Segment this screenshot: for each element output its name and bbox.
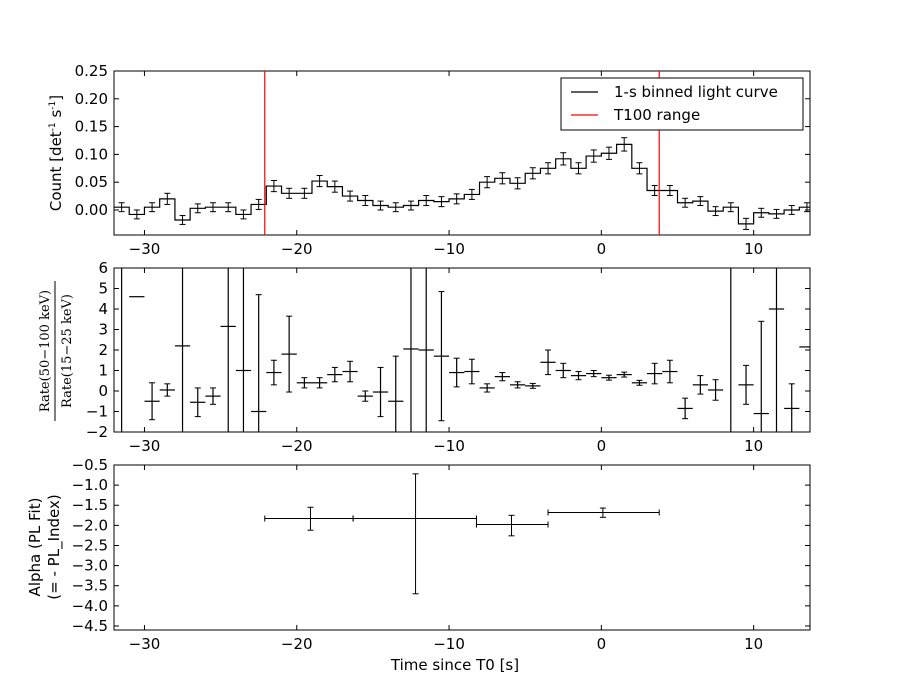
x-tick-label: −10 — [433, 437, 465, 455]
x-axis-label: Time since T0 [s] — [390, 656, 519, 674]
y-tick-label: −2.0 — [72, 516, 108, 534]
y-tick-label: −3.0 — [72, 557, 108, 575]
x-tick-label: −10 — [433, 635, 465, 653]
y-tick-label: 4 — [98, 300, 108, 318]
y-tick-label: 1 — [98, 362, 108, 380]
x-tick-label: −20 — [281, 240, 313, 258]
y-tick-label: 5 — [98, 280, 108, 298]
y-tick-label: 3 — [98, 321, 108, 339]
x-tick-label: 10 — [744, 437, 763, 455]
x-tick-label: −20 — [281, 437, 313, 455]
y-tick-label: 0.00 — [75, 201, 108, 219]
x-tick-label: 10 — [744, 240, 763, 258]
x-tick-label: −30 — [129, 635, 161, 653]
x-tick-label: 10 — [744, 635, 763, 653]
y-tick-label: −2.5 — [72, 536, 108, 554]
y-tick-label: 0 — [98, 382, 108, 400]
y-tick-label: 0.05 — [75, 173, 108, 191]
x-tick-label: 0 — [597, 437, 607, 455]
y-tick-label: 6 — [98, 259, 108, 277]
alpha-ylabel-line1: Alpha (PL Fit) — [26, 498, 44, 597]
x-tick-label: −20 — [281, 635, 313, 653]
alpha-axes — [113, 464, 811, 631]
y-tick-label: −4.5 — [72, 617, 108, 635]
y-tick-label: −1.5 — [72, 496, 108, 514]
alpha-panel: −30 −20 −10 0 10 −4.5 −4.0 −3.5 −3.0 −2.5 −2.0 −1.5… — [26, 456, 811, 674]
hardness-ratio-ylabel: Rate(50−100 keV) Rate(15−25 keV) — [38, 281, 75, 421]
x-tick-label: 0 — [597, 635, 607, 653]
y-tick-label: 0.20 — [75, 90, 108, 108]
x-tick-label: −30 — [129, 240, 161, 258]
y-tick-label: 0.10 — [75, 145, 108, 163]
y-tick-label: −0.5 — [72, 456, 108, 474]
x-tick-label: 0 — [597, 240, 607, 258]
light-curve-ylabel: Count [det-1 s-1] — [47, 95, 65, 211]
hardness-ratio-axes — [113, 267, 811, 433]
light-curve-step — [114, 143, 810, 225]
ylabel-denominator: Rate(15−25 keV) — [60, 294, 75, 408]
x-tick-label: −10 — [433, 240, 465, 258]
legend-box — [560, 77, 804, 131]
ylabel-numerator: Rate(50−100 keV) — [38, 290, 53, 412]
legend-label-t100: T100 range — [613, 106, 700, 124]
y-tick-label: −1.0 — [72, 476, 108, 494]
light-curve-panel: −30 −20 −10 0 10 0.00 0.05 0.10 0.15 0.20 0.25 Cou… — [47, 62, 811, 258]
legend: 1-s binned light curve T100 range — [560, 77, 804, 131]
y-tick-label: −1 — [86, 403, 108, 421]
y-tick-label: −3.5 — [72, 577, 108, 595]
y-tick-label: −4.0 — [72, 597, 108, 615]
y-tick-label: 0.25 — [75, 62, 108, 80]
alpha-ylabel-line2: (= - PL_Index) — [45, 494, 64, 599]
x-tick-label: −30 — [129, 437, 161, 455]
y-tick-label: 0.15 — [75, 118, 108, 136]
y-tick-label: −2 — [86, 423, 108, 441]
y-tick-label: 2 — [98, 341, 108, 359]
legend-label-light-curve: 1-s binned light curve — [614, 83, 778, 101]
